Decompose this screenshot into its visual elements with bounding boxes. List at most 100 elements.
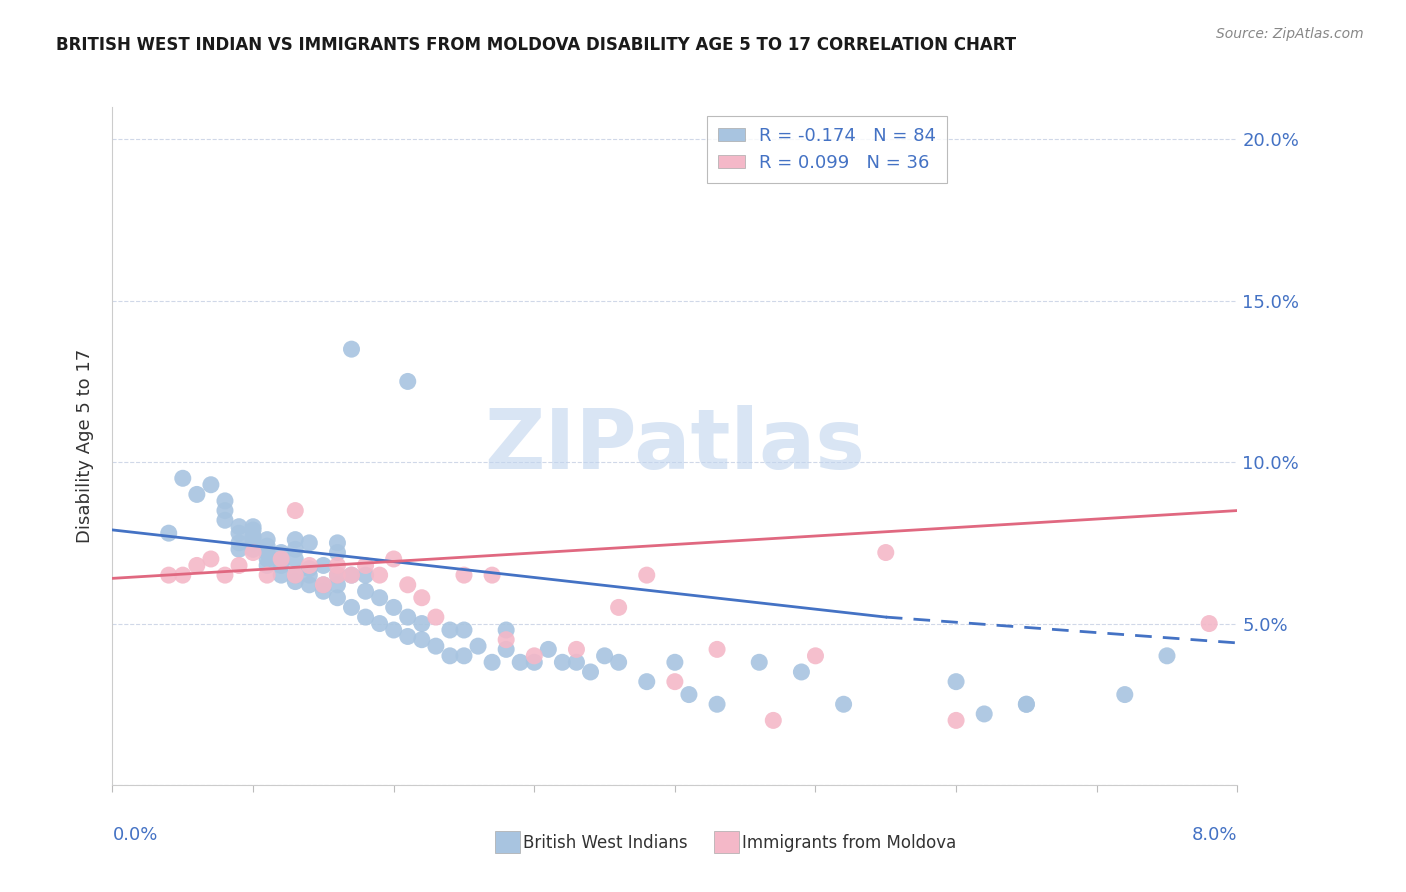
Point — [256, 552, 278, 566]
Point — [368, 616, 391, 631]
Point — [678, 688, 700, 702]
Point — [762, 714, 785, 728]
Point — [284, 552, 307, 566]
Point — [284, 542, 307, 557]
Point — [312, 578, 335, 592]
Point — [312, 584, 335, 599]
Point — [495, 642, 517, 657]
Point — [214, 503, 236, 517]
Point — [495, 623, 517, 637]
Point — [157, 526, 180, 541]
Point — [396, 610, 419, 624]
Point — [537, 642, 560, 657]
Point — [172, 471, 194, 485]
Point — [467, 639, 489, 653]
Point — [368, 568, 391, 582]
Point — [326, 591, 349, 605]
Point — [326, 536, 349, 550]
Point — [326, 578, 349, 592]
Point — [312, 578, 335, 592]
Point — [411, 616, 433, 631]
Y-axis label: Disability Age 5 to 17: Disability Age 5 to 17 — [76, 349, 94, 543]
Point — [565, 655, 588, 669]
Point — [186, 487, 208, 501]
Text: British West Indians: British West Indians — [523, 834, 688, 852]
Point — [453, 623, 475, 637]
Point — [523, 648, 546, 663]
Point — [382, 623, 405, 637]
Point — [326, 568, 349, 582]
Point — [636, 568, 658, 582]
Point — [186, 558, 208, 573]
Point — [481, 568, 503, 582]
Point — [790, 665, 813, 679]
Point — [973, 706, 995, 721]
Point — [354, 584, 377, 599]
Text: ZIPatlas: ZIPatlas — [485, 406, 865, 486]
Point — [298, 536, 321, 550]
Point — [1156, 648, 1178, 663]
Point — [298, 568, 321, 582]
Point — [1015, 698, 1038, 712]
Text: 8.0%: 8.0% — [1192, 826, 1237, 844]
Point — [270, 545, 292, 559]
Point — [354, 558, 377, 573]
Point — [706, 698, 728, 712]
Point — [200, 477, 222, 491]
Point — [495, 632, 517, 647]
Point — [228, 519, 250, 533]
Point — [242, 529, 264, 543]
Point — [453, 648, 475, 663]
Point — [945, 674, 967, 689]
Point — [425, 610, 447, 624]
FancyBboxPatch shape — [495, 831, 520, 853]
Point — [875, 545, 897, 559]
Point — [242, 519, 264, 533]
Point — [256, 545, 278, 559]
Point — [636, 674, 658, 689]
Point — [523, 655, 546, 669]
Point — [270, 552, 292, 566]
Point — [607, 600, 630, 615]
FancyBboxPatch shape — [714, 831, 740, 853]
Point — [453, 568, 475, 582]
Point — [284, 533, 307, 547]
Text: Source: ZipAtlas.com: Source: ZipAtlas.com — [1216, 27, 1364, 41]
Point — [270, 552, 292, 566]
Point — [242, 545, 264, 559]
Point — [368, 591, 391, 605]
Point — [664, 655, 686, 669]
Point — [256, 539, 278, 553]
Point — [256, 533, 278, 547]
Point — [298, 558, 321, 573]
Legend: R = -0.174   N = 84, R = 0.099   N = 36: R = -0.174 N = 84, R = 0.099 N = 36 — [707, 116, 948, 183]
Point — [565, 642, 588, 657]
Point — [256, 558, 278, 573]
Point — [425, 639, 447, 653]
Point — [945, 714, 967, 728]
Point — [551, 655, 574, 669]
Point — [284, 503, 307, 517]
Point — [284, 574, 307, 589]
Point — [748, 655, 770, 669]
Text: 0.0%: 0.0% — [112, 826, 157, 844]
Point — [382, 552, 405, 566]
Point — [439, 623, 461, 637]
Point — [411, 632, 433, 647]
Point — [340, 600, 363, 615]
Point — [228, 558, 250, 573]
Point — [157, 568, 180, 582]
Point — [411, 591, 433, 605]
Point — [270, 558, 292, 573]
Point — [396, 630, 419, 644]
Point — [382, 600, 405, 615]
Point — [270, 568, 292, 582]
Point — [607, 655, 630, 669]
Point — [214, 494, 236, 508]
Point — [340, 568, 363, 582]
Text: BRITISH WEST INDIAN VS IMMIGRANTS FROM MOLDOVA DISABILITY AGE 5 TO 17 CORRELATIO: BRITISH WEST INDIAN VS IMMIGRANTS FROM M… — [56, 36, 1017, 54]
Point — [214, 513, 236, 527]
Point — [1114, 688, 1136, 702]
Point — [340, 342, 363, 356]
Point — [326, 545, 349, 559]
